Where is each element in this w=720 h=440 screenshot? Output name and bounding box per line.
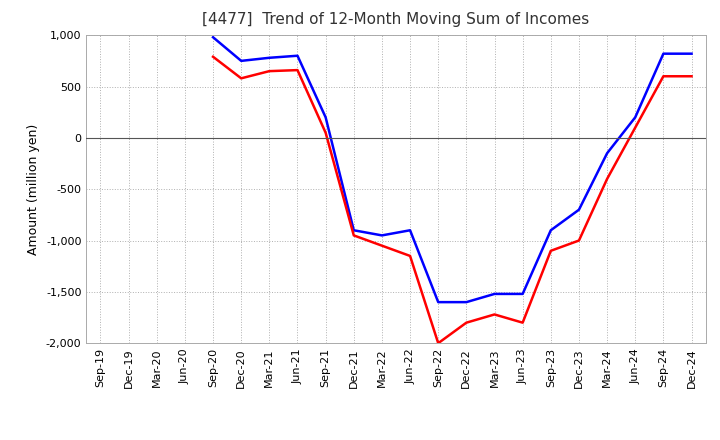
Ordinary Income (349, 227, 358, 233)
Ordinary Income (687, 51, 696, 56)
Net Income (575, 238, 583, 243)
Line: Net Income: Net Income (213, 57, 691, 343)
Ordinary Income (575, 207, 583, 213)
Net Income (265, 69, 274, 74)
Ordinary Income (490, 291, 499, 297)
Net Income (546, 248, 555, 253)
Net Income (293, 67, 302, 73)
Ordinary Income (546, 227, 555, 233)
Ordinary Income (265, 55, 274, 60)
Ordinary Income (631, 115, 639, 120)
Ordinary Income (209, 35, 217, 40)
Ordinary Income (518, 291, 527, 297)
Net Income (490, 312, 499, 317)
Ordinary Income (406, 227, 415, 233)
Net Income (209, 54, 217, 59)
Ordinary Income (321, 115, 330, 120)
Net Income (434, 341, 443, 346)
Net Income (349, 233, 358, 238)
Ordinary Income (462, 300, 471, 305)
Line: Ordinary Income: Ordinary Income (213, 37, 691, 302)
Net Income (321, 130, 330, 136)
Net Income (406, 253, 415, 259)
Ordinary Income (659, 51, 667, 56)
Ordinary Income (293, 53, 302, 59)
Title: [4477]  Trend of 12-Month Moving Sum of Incomes: [4477] Trend of 12-Month Moving Sum of I… (202, 12, 590, 27)
Net Income (687, 73, 696, 79)
Ordinary Income (434, 300, 443, 305)
Net Income (237, 76, 246, 81)
Net Income (659, 73, 667, 79)
Ordinary Income (603, 150, 611, 156)
Ordinary Income (377, 233, 386, 238)
Net Income (462, 320, 471, 325)
Net Income (603, 176, 611, 182)
Net Income (377, 243, 386, 248)
Net Income (518, 320, 527, 325)
Y-axis label: Amount (million yen): Amount (million yen) (27, 124, 40, 255)
Net Income (631, 125, 639, 130)
Ordinary Income (237, 58, 246, 63)
